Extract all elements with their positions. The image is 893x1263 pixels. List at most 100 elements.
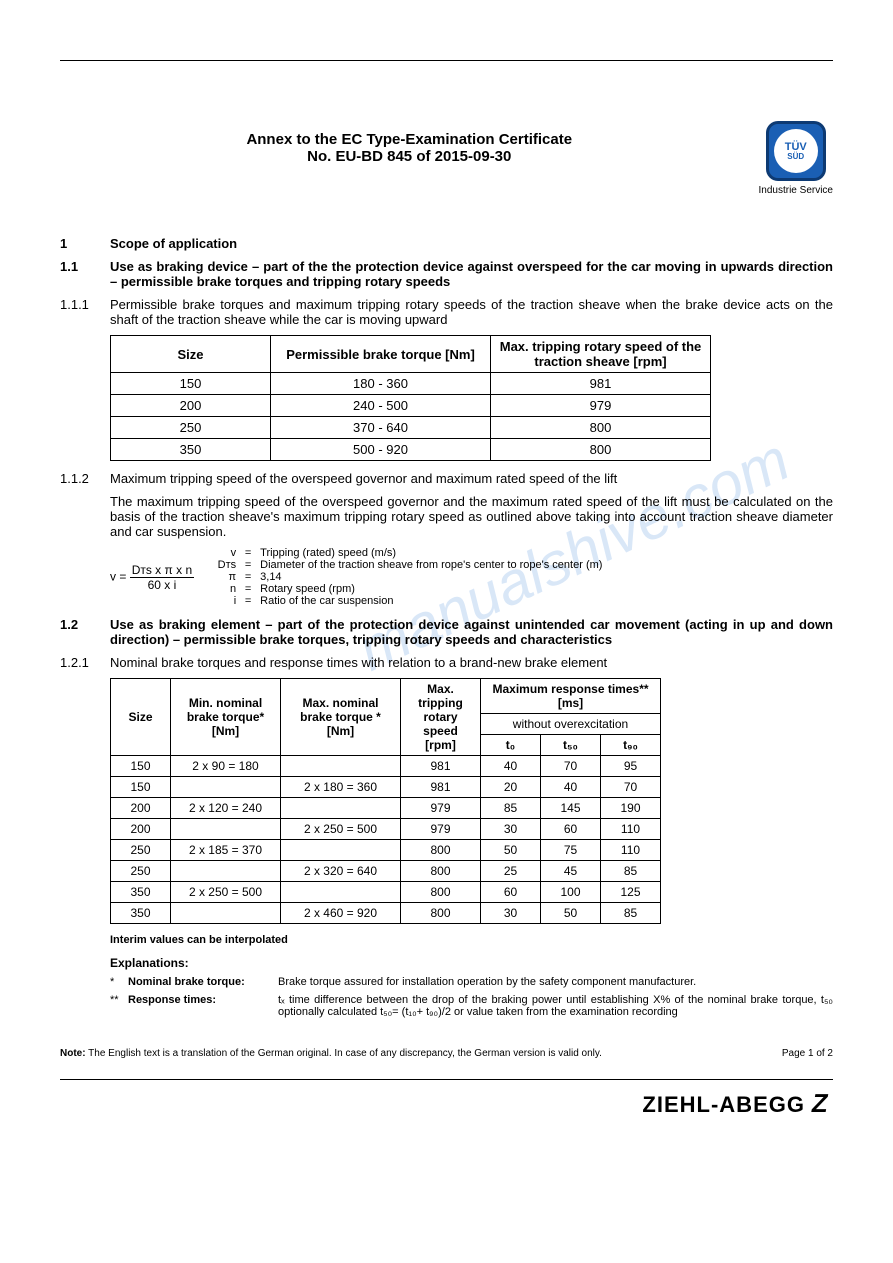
section-1-2: 1.2 Use as braking element – part of the… bbox=[60, 617, 833, 647]
explan-mark: * bbox=[110, 976, 128, 988]
t2-cell: 70 bbox=[601, 777, 661, 798]
section-1-1: 1.1 Use as braking device – part of the … bbox=[60, 259, 833, 289]
logo-sub: SÜD bbox=[787, 153, 804, 162]
sec-1-1-2-num: 1.1.2 bbox=[60, 471, 110, 486]
top-rule bbox=[60, 60, 833, 61]
t2-cell: 200 bbox=[111, 798, 171, 819]
title-line2: No. EU-BD 845 of 2015-09-30 bbox=[60, 148, 759, 165]
t2-h-t90: t₉₀ bbox=[601, 735, 661, 756]
page-number: Page 1 of 2 bbox=[782, 1048, 833, 1059]
explanations-title: Explanations: bbox=[110, 956, 833, 970]
t2-cell bbox=[171, 819, 281, 840]
t2-cell: 60 bbox=[481, 882, 541, 903]
legend-row: n=Rotary speed (rpm) bbox=[212, 583, 602, 595]
legend-eq: = bbox=[242, 547, 254, 559]
brand-z-icon: Z bbox=[809, 1088, 831, 1119]
t2-cell: 2 x 180 = 360 bbox=[281, 777, 401, 798]
sec-1-2-num: 1.2 bbox=[60, 617, 110, 647]
legend-sym: π bbox=[212, 571, 236, 583]
title-block: Annex to the EC Type-Examination Certifi… bbox=[60, 121, 759, 165]
t2-cell: 800 bbox=[401, 861, 481, 882]
t2-cell: 800 bbox=[401, 903, 481, 924]
t2-cell: 40 bbox=[541, 777, 601, 798]
tuv-badge-icon: TÜV SÜD bbox=[766, 121, 826, 181]
t2-h-t0: t₀ bbox=[481, 735, 541, 756]
formula-num: Dᴛs x π x n bbox=[130, 563, 194, 578]
t2-cell: 30 bbox=[481, 903, 541, 924]
table1-cell: 200 bbox=[111, 395, 271, 417]
legend-eq: = bbox=[242, 571, 254, 583]
legend-def: Rotary speed (rpm) bbox=[260, 583, 355, 595]
table1-cell: 240 - 500 bbox=[271, 395, 491, 417]
t2-cell: 40 bbox=[481, 756, 541, 777]
t2-cell: 50 bbox=[481, 840, 541, 861]
legend-eq: = bbox=[242, 583, 254, 595]
logo-caption: Industrie Service bbox=[759, 185, 833, 196]
legend-row: v=Tripping (rated) speed (m/s) bbox=[212, 547, 602, 559]
t2-cell: 50 bbox=[541, 903, 601, 924]
footer-note: Note: The English text is a translation … bbox=[60, 1048, 833, 1059]
bottom-rule bbox=[60, 1079, 833, 1080]
sec-1-1-2-text: Maximum tripping speed of the overspeed … bbox=[110, 471, 833, 486]
t2-cell: 250 bbox=[111, 861, 171, 882]
t2-cell: 981 bbox=[401, 756, 481, 777]
t2-cell: 60 bbox=[541, 819, 601, 840]
table1-cell: 800 bbox=[491, 417, 711, 439]
sec-1-2-1-num: 1.2.1 bbox=[60, 655, 110, 670]
section-1-1-2: 1.1.2 Maximum tripping speed of the over… bbox=[60, 471, 833, 486]
t2-cell: 200 bbox=[111, 819, 171, 840]
t2-cell: 981 bbox=[401, 777, 481, 798]
t2-cell: 350 bbox=[111, 903, 171, 924]
table1-cell: 350 bbox=[111, 439, 271, 461]
t2-cell: 2 x 185 = 370 bbox=[171, 840, 281, 861]
t2-cell: 85 bbox=[481, 798, 541, 819]
sec-1-title: Scope of application bbox=[110, 236, 833, 251]
explan-desc: tₓ time difference between the drop of t… bbox=[278, 994, 833, 1018]
t2-cell: 125 bbox=[601, 882, 661, 903]
formula: v = Dᴛs x π x n 60 x i bbox=[110, 563, 194, 592]
legend-def: 3,14 bbox=[260, 571, 281, 583]
t2-cell: 190 bbox=[601, 798, 661, 819]
t2-cell: 800 bbox=[401, 882, 481, 903]
t2-cell: 30 bbox=[481, 819, 541, 840]
table1-cell: 180 - 360 bbox=[271, 373, 491, 395]
explan-mark: ** bbox=[110, 994, 128, 1018]
legend-eq: = bbox=[242, 559, 254, 571]
t2-cell: 85 bbox=[601, 903, 661, 924]
sec-1-1-1-text: Permissible brake torques and maximum tr… bbox=[110, 297, 833, 327]
section-1-1-2-para: The maximum tripping speed of the oversp… bbox=[60, 494, 833, 539]
brand-text: ZIEHL-ABEGG bbox=[642, 1092, 805, 1117]
t2-cell: 979 bbox=[401, 819, 481, 840]
legend-sym: i bbox=[212, 595, 236, 607]
t2-cell: 75 bbox=[541, 840, 601, 861]
t2-h-max: Max. nominal brake torque * [Nm] bbox=[281, 679, 401, 756]
t2-h-min: Min. nominal brake torque* [Nm] bbox=[171, 679, 281, 756]
legend-row: Dᴛs=Diameter of the traction sheave from… bbox=[212, 559, 602, 571]
t2-cell: 250 bbox=[111, 840, 171, 861]
t2-cell bbox=[171, 903, 281, 924]
table1-cell: 800 bbox=[491, 439, 711, 461]
t2-h-speed: Max. tripping rotary speed [rpm] bbox=[401, 679, 481, 756]
t2-cell bbox=[171, 777, 281, 798]
section-1: 1 Scope of application bbox=[60, 236, 833, 251]
title-line1: Annex to the EC Type-Examination Certifi… bbox=[60, 131, 759, 148]
logo-top: TÜV bbox=[785, 141, 807, 153]
legend-def: Diameter of the traction sheave from rop… bbox=[260, 559, 602, 571]
explanation-row: **Response times:tₓ time difference betw… bbox=[110, 994, 833, 1018]
t2-cell: 2 x 250 = 500 bbox=[171, 882, 281, 903]
legend-def: Tripping (rated) speed (m/s) bbox=[260, 547, 396, 559]
t2-cell: 20 bbox=[481, 777, 541, 798]
sec-1-num: 1 bbox=[60, 236, 110, 251]
t2-cell: 110 bbox=[601, 819, 661, 840]
table1-cell: 500 - 920 bbox=[271, 439, 491, 461]
explan-desc: Brake torque assured for installation op… bbox=[278, 976, 833, 988]
t2-cell: 2 x 250 = 500 bbox=[281, 819, 401, 840]
explanation-row: *Nominal brake torque:Brake torque assur… bbox=[110, 976, 833, 988]
table1-cell: 150 bbox=[111, 373, 271, 395]
sec-1-2-title: Use as braking element – part of the pro… bbox=[110, 617, 833, 647]
t2-cell: 800 bbox=[401, 840, 481, 861]
t2-h-size: Size bbox=[111, 679, 171, 756]
t2-cell: 145 bbox=[541, 798, 601, 819]
explan-label: Nominal brake torque: bbox=[128, 976, 278, 988]
table1-header: Max. tripping rotary speed of the tracti… bbox=[491, 336, 711, 373]
